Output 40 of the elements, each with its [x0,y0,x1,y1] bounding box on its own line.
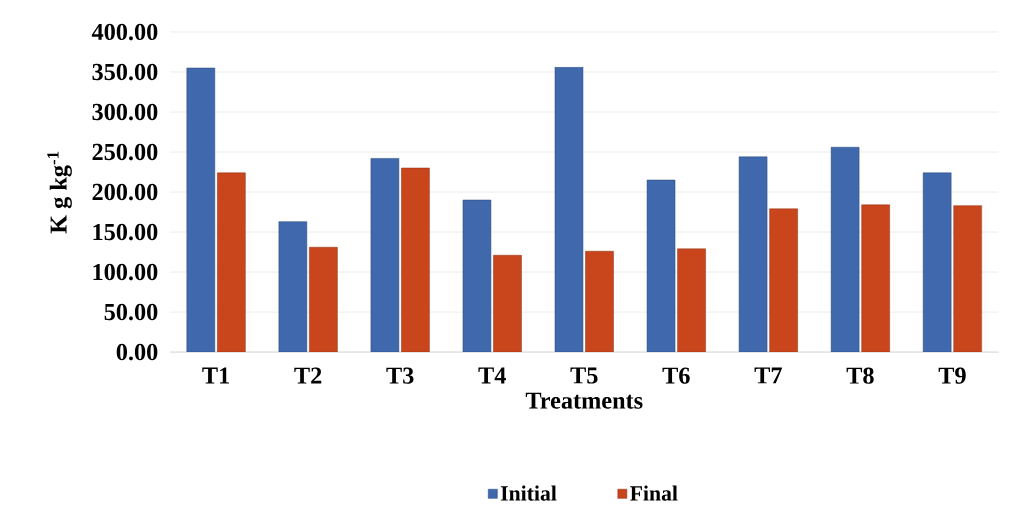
bar [861,204,890,352]
bar [217,172,246,352]
bar [370,158,400,352]
y-tick-label: 400.00 [91,23,158,41]
bar [462,199,492,352]
bar [309,246,338,352]
bar [186,67,216,352]
bar [953,205,982,352]
y-tick-label: 350.00 [92,63,158,81]
legend-label: Initial [500,485,557,501]
bar [278,221,308,352]
bar [493,254,522,352]
x-tick-label: T4 [478,367,506,384]
y-axis-title: K g kg$^{-1}$ [47,151,72,234]
y-tick-label: 200.00 [92,183,158,201]
y-tick-label: 150.00 [93,223,158,241]
bar [585,250,614,352]
x-tick-label: T6 [662,367,690,384]
x-tick-label: T2 [294,367,322,384]
bar [738,156,768,352]
y-tick-label: 0.00 [116,343,158,361]
x-tick-label: T8 [846,367,874,384]
x-axis-title: Treatments [525,392,643,409]
bar [554,66,584,352]
x-tick-label: T9 [938,367,966,384]
y-tick-label: 300.00 [92,103,158,121]
bar [769,208,798,352]
y-tick-label: 250.00 [92,143,158,161]
x-tick-label: T3 [386,367,414,384]
bar [922,172,952,352]
bar [646,179,676,352]
bar [830,146,860,352]
bar [677,248,706,352]
y-tick-label: 100.00 [93,263,158,281]
x-tick-label: T5 [570,367,598,384]
legend-label: Final [630,485,678,501]
y-tick-label: 50.00 [104,303,158,321]
x-tick-label: T1 [202,367,229,384]
x-tick-label: T7 [754,367,782,384]
bar [401,167,430,352]
